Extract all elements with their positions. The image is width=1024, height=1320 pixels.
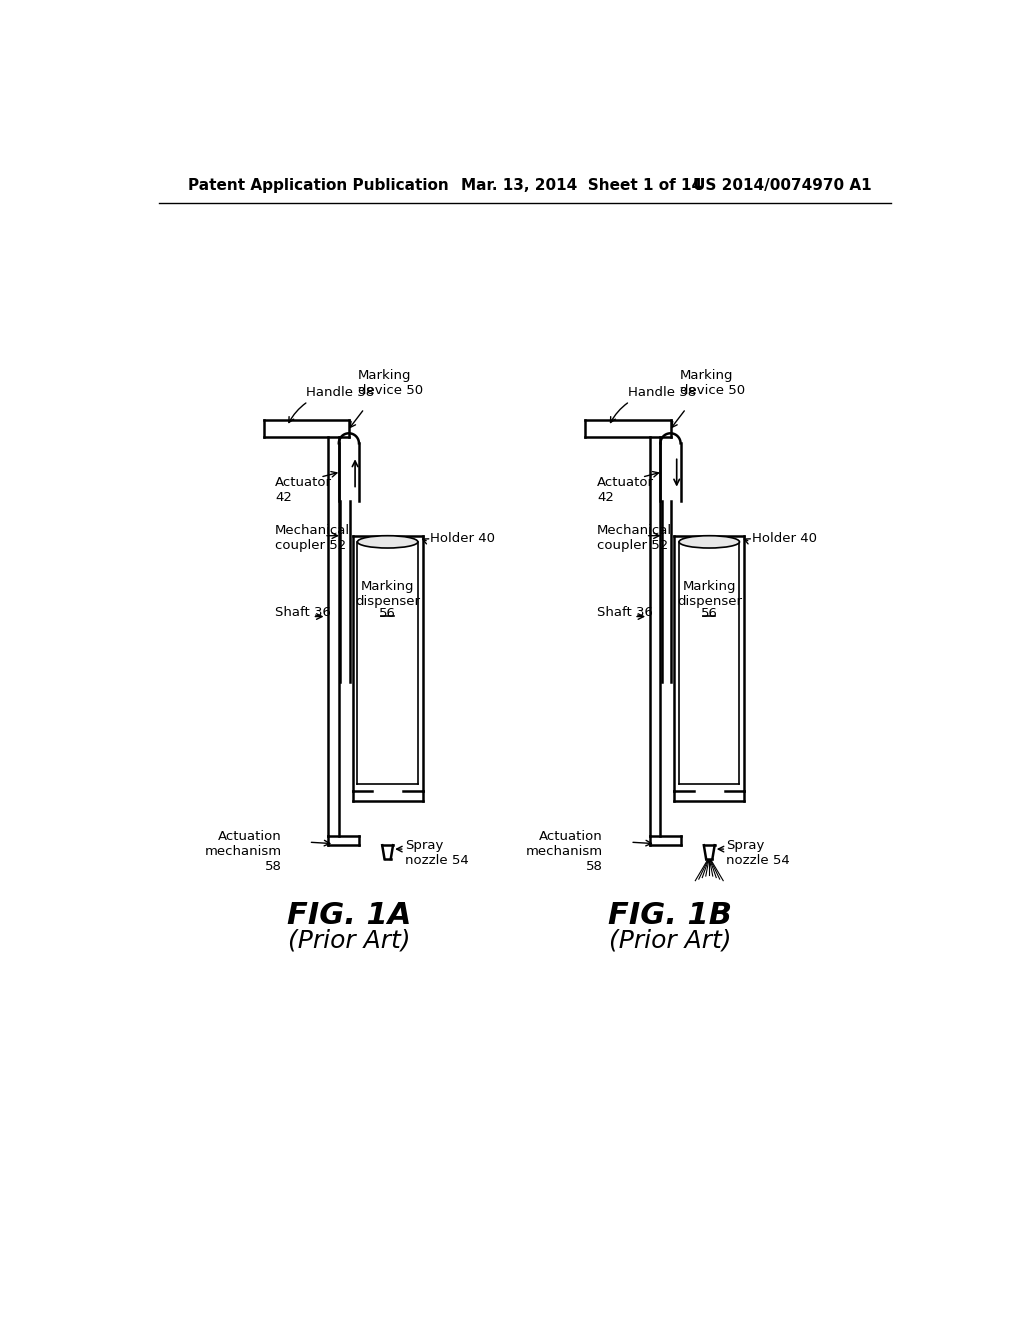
Text: Handle 38: Handle 38 xyxy=(610,385,696,422)
Text: (Prior Art): (Prior Art) xyxy=(609,928,732,953)
Text: Actuator
42: Actuator 42 xyxy=(597,475,654,504)
Text: Marking
dispenser: Marking dispenser xyxy=(677,581,741,609)
Ellipse shape xyxy=(357,536,418,548)
Text: Actuation
mechanism
58: Actuation mechanism 58 xyxy=(526,830,603,873)
Text: Shaft 36: Shaft 36 xyxy=(597,606,652,619)
Text: Actuation
mechanism
58: Actuation mechanism 58 xyxy=(205,830,282,873)
Text: Spray
nozzle 54: Spray nozzle 54 xyxy=(726,840,791,867)
Text: Marking
device 50: Marking device 50 xyxy=(358,370,423,397)
Text: (Prior Art): (Prior Art) xyxy=(288,928,411,953)
Text: Spray
nozzle 54: Spray nozzle 54 xyxy=(404,840,468,867)
Text: Mechanical
coupler 52: Mechanical coupler 52 xyxy=(275,524,350,552)
Ellipse shape xyxy=(679,536,739,548)
Text: US 2014/0074970 A1: US 2014/0074970 A1 xyxy=(693,178,872,193)
Text: Patent Application Publication: Patent Application Publication xyxy=(188,178,450,193)
Text: Marking
dispenser: Marking dispenser xyxy=(355,581,420,609)
Text: Mar. 13, 2014  Sheet 1 of 14: Mar. 13, 2014 Sheet 1 of 14 xyxy=(461,178,702,193)
Text: FIG. 1B: FIG. 1B xyxy=(608,902,732,931)
Text: Mechanical
coupler 52: Mechanical coupler 52 xyxy=(597,524,672,552)
Text: Shaft 36: Shaft 36 xyxy=(275,606,331,619)
Text: Holder 40: Holder 40 xyxy=(752,532,817,545)
Text: FIG. 1A: FIG. 1A xyxy=(287,902,411,931)
Text: Actuator
42: Actuator 42 xyxy=(275,475,332,504)
Text: Marking
device 50: Marking device 50 xyxy=(680,370,744,397)
Text: 56: 56 xyxy=(379,607,396,619)
Text: Holder 40: Holder 40 xyxy=(430,532,496,545)
Text: 56: 56 xyxy=(700,607,718,619)
Text: Handle 38: Handle 38 xyxy=(289,385,375,422)
